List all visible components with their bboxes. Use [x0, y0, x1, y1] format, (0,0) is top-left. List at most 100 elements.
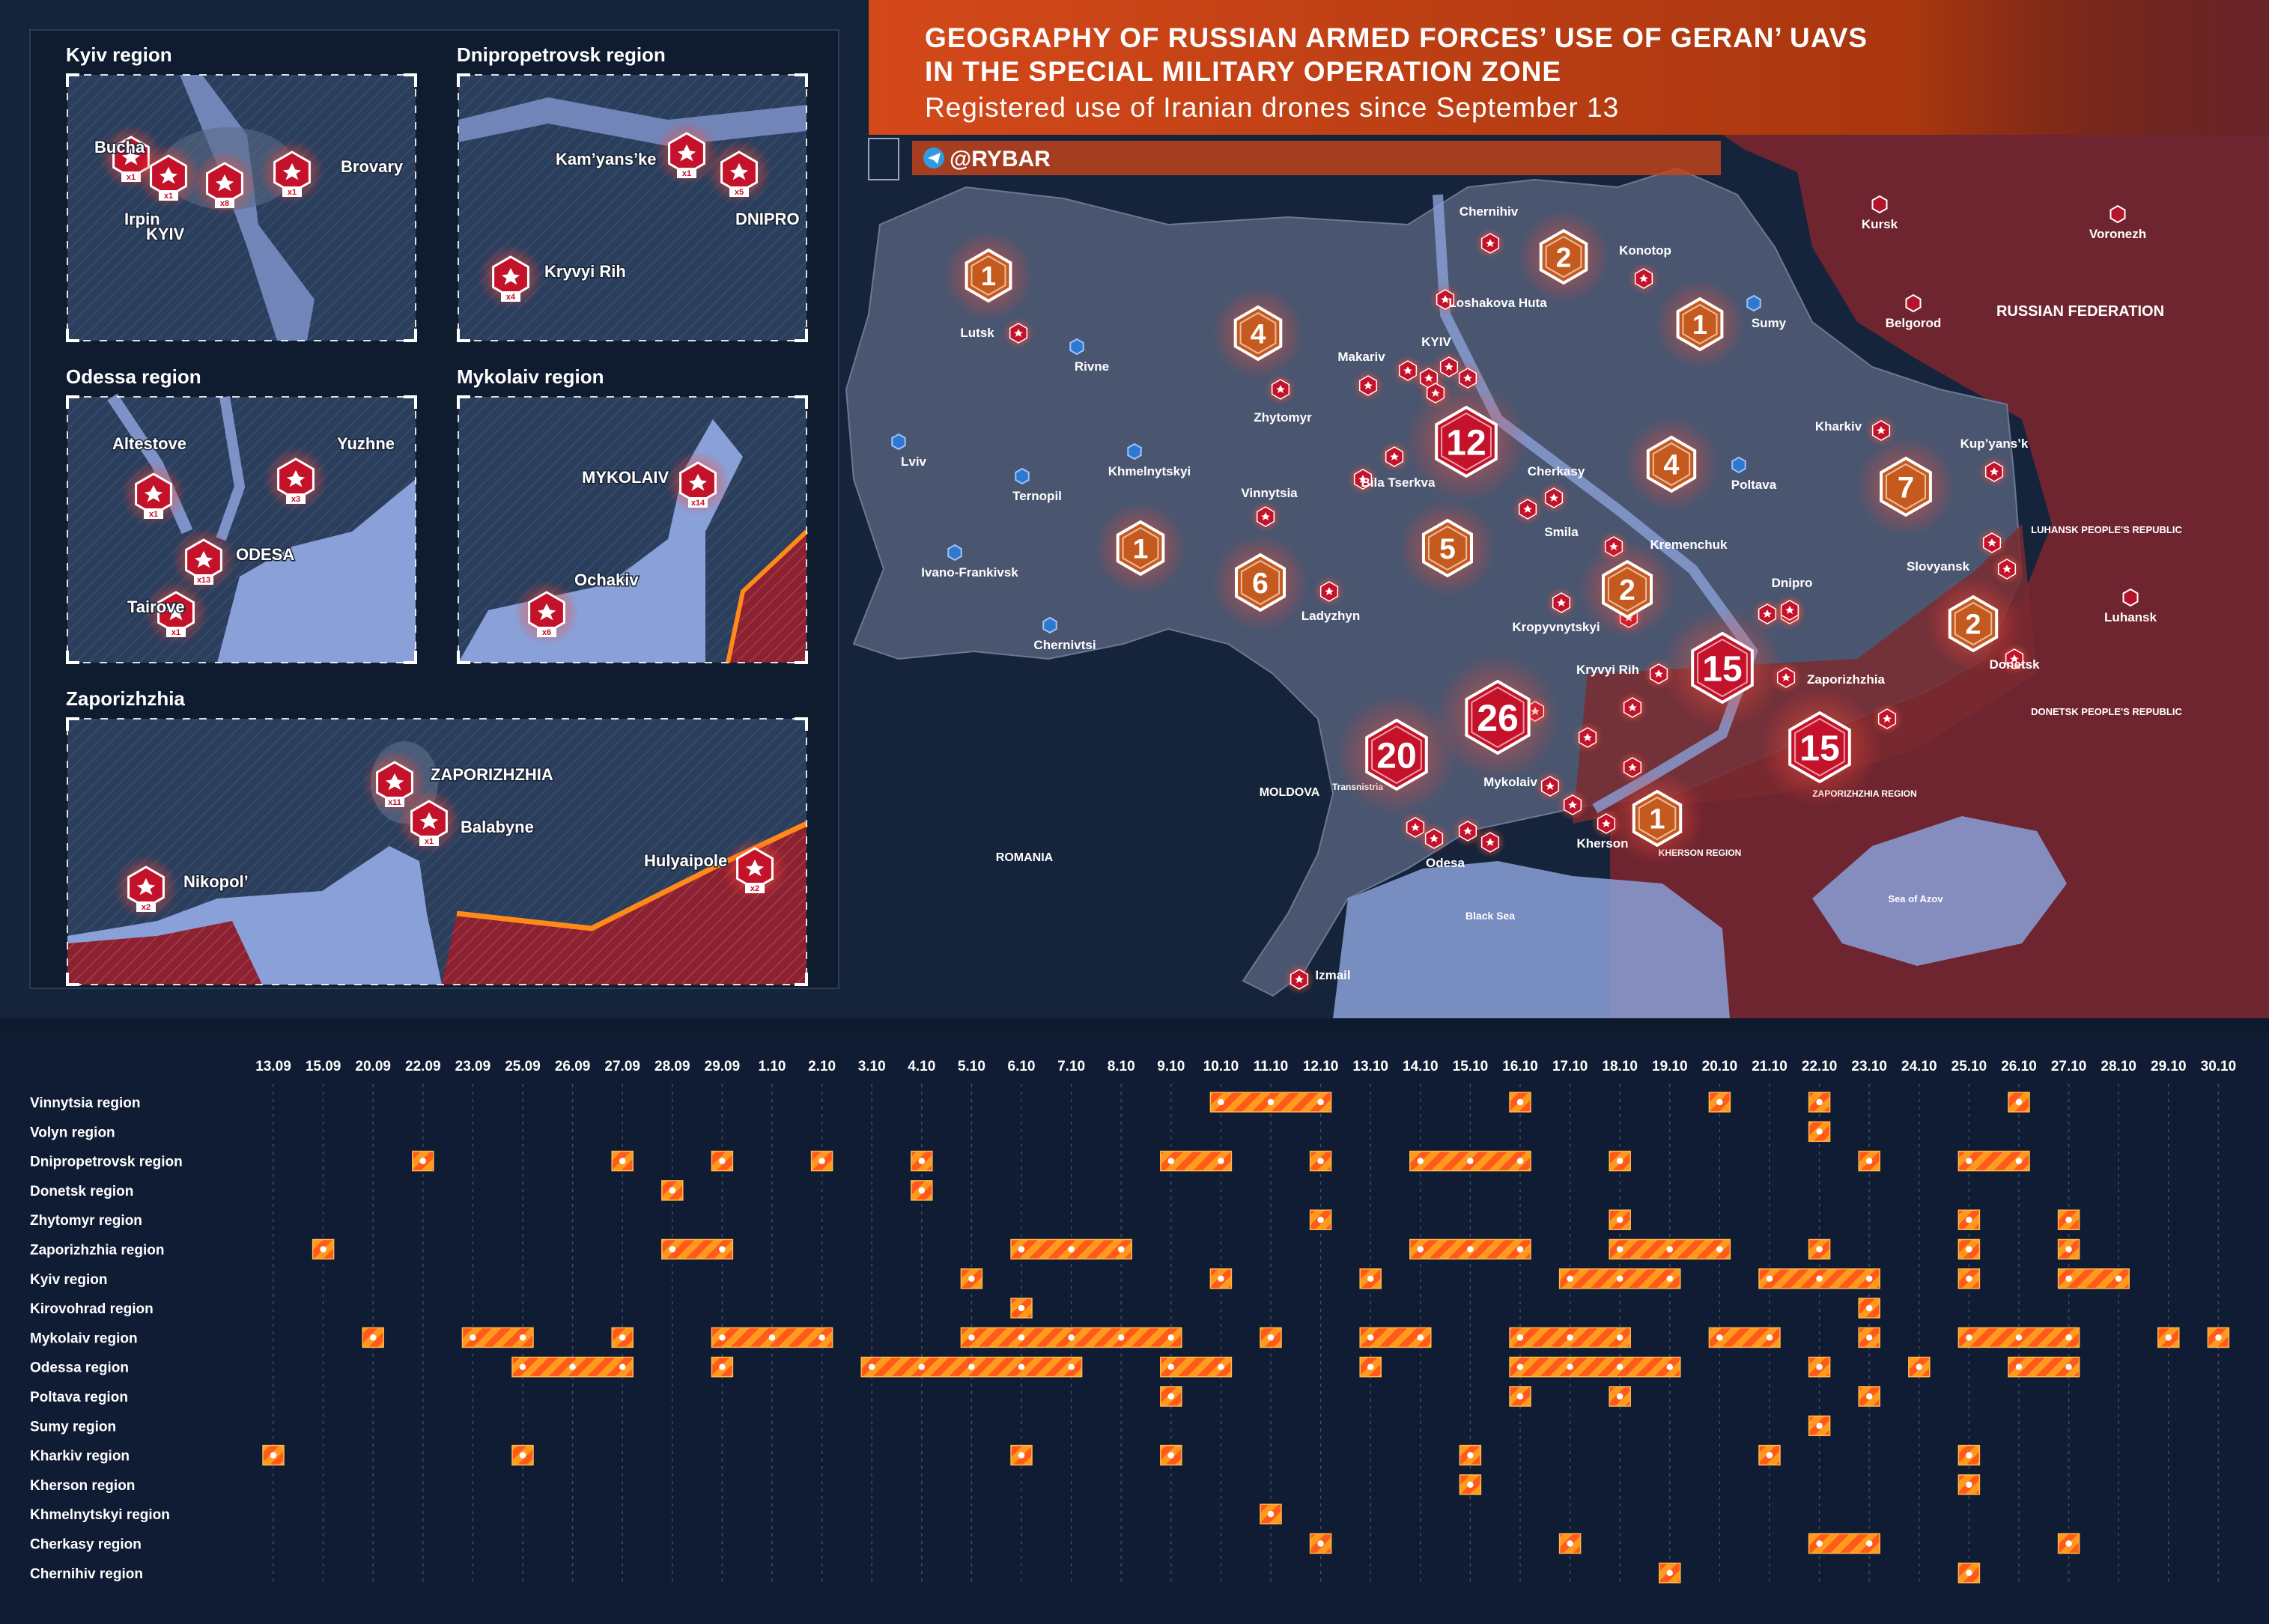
- place-label: Hulyaipole: [644, 851, 727, 870]
- explosion-icon: [1358, 475, 1367, 483]
- city-label: Lviv: [901, 454, 927, 469]
- explosion-icon: [501, 267, 520, 285]
- activity-day-dot: [1018, 1246, 1025, 1253]
- activity-day-dot: [1567, 1540, 1573, 1547]
- region-count: 1: [1133, 533, 1149, 564]
- drone-strike-marker: [1265, 374, 1296, 405]
- place-label: Bucha: [94, 138, 145, 156]
- inset-title: Odessa region: [66, 365, 201, 388]
- inset-map: Dnipropetrovsk region x1 Kam’yans’ke x5 DNIP…: [457, 43, 808, 342]
- city-marker: [1069, 338, 1084, 356]
- activity-day-dot: [1167, 1334, 1175, 1341]
- activity-day-dot: [1666, 1246, 1673, 1253]
- activity-day-dot: [1317, 1217, 1324, 1223]
- drone-strike-marker: [1347, 463, 1379, 495]
- explosion-icon: [1261, 512, 1270, 520]
- drone-strike-marker: [1003, 317, 1034, 349]
- activity-day-dot: [818, 1334, 825, 1341]
- region-strike-count-poltava: 4: [1624, 417, 1719, 511]
- explosion-icon: [286, 469, 306, 487]
- strike-count: x1: [682, 169, 691, 178]
- day-label: 27.10: [2051, 1059, 2087, 1074]
- activity-day-dot: [968, 1334, 975, 1341]
- activity-day-dot: [1617, 1246, 1623, 1253]
- day-label: 19.10: [1652, 1059, 1688, 1074]
- strike-count: x2: [142, 903, 151, 912]
- place-label: Irpin: [124, 210, 160, 228]
- activity-bar: [810, 1150, 833, 1172]
- city-label: Makariv: [1337, 350, 1385, 364]
- day-label: 1.10: [759, 1059, 786, 1074]
- region-count: 5: [1439, 533, 1456, 565]
- activity-day-dot: [1916, 1363, 1922, 1370]
- activity-day-dot: [1516, 1158, 1524, 1164]
- drone-strike-marker: [1534, 770, 1566, 802]
- explosion-icon: [385, 773, 404, 791]
- explosion-icon: [1441, 295, 1450, 303]
- day-label: 20.09: [355, 1059, 391, 1074]
- day-label: 14.10: [1403, 1059, 1439, 1074]
- activity-bar: [1808, 1415, 1831, 1437]
- activity-bar: [1957, 1209, 1981, 1230]
- explosion-icon: [1390, 452, 1399, 460]
- city-label: KYIV: [1421, 335, 1451, 349]
- activity-day-dot: [1966, 1481, 1972, 1488]
- strike-count: x11: [388, 798, 401, 807]
- activity-day-dot: [1367, 1275, 1374, 1283]
- explosion-icon: [1364, 381, 1373, 389]
- activity-bar: [661, 1238, 734, 1260]
- region-count: 7: [1898, 471, 1914, 504]
- activity-bar: [1509, 1386, 1531, 1407]
- activity-day-dot: [1816, 1098, 1823, 1106]
- black-sea: [1333, 861, 1730, 1018]
- activity-bar: [1509, 1356, 1681, 1378]
- explosion-icon: [1430, 834, 1439, 842]
- day-label: 8.10: [1108, 1059, 1135, 1074]
- explosion-icon: [1602, 819, 1611, 827]
- city-label: Vinnytsia: [1241, 486, 1298, 500]
- explosion-icon: [677, 144, 696, 162]
- activity-day-dot: [1218, 1098, 1224, 1106]
- place-label: ODESA: [236, 545, 294, 564]
- activity-day-dot: [1866, 1334, 1873, 1341]
- place-label: Kryvyi Rih: [544, 262, 626, 281]
- drone-strike-marker: [1976, 527, 2008, 559]
- inset-map: Kyiv region x1 Bucha x1 Irpin x8 KYIV x1 Brovary: [66, 43, 417, 342]
- explosion-icon: [1445, 362, 1454, 371]
- activity-bar: [1957, 1444, 1981, 1466]
- timeline-row-label: Donetsk region: [30, 1184, 133, 1199]
- city-label: Cherkasy: [1528, 464, 1585, 478]
- drone-strike-marker: [1538, 482, 1570, 514]
- activity-day-dot: [1666, 1363, 1673, 1370]
- explosion-icon: [1654, 669, 1663, 678]
- activity-bar: [2157, 1327, 2180, 1348]
- drone-strike-marker: [259, 139, 325, 205]
- activity-bar: [1558, 1533, 1582, 1554]
- activity-day-dot: [1966, 1452, 1972, 1459]
- activity-bar: [1957, 1238, 1981, 1260]
- activity-day-dot: [1516, 1363, 1524, 1370]
- explosion-icon: [144, 484, 163, 502]
- activity-bar: [1309, 1209, 1332, 1230]
- activity-day-dot: [619, 1158, 626, 1164]
- drone-strike-marker: [1430, 284, 1461, 315]
- city-marker: [2109, 204, 2126, 224]
- strike-count: x2: [750, 884, 759, 893]
- activity-bar: [1309, 1533, 1332, 1554]
- header: GEOGRAPHY OF RUSSIAN ARMED FORCES’ USE O…: [868, 0, 2269, 180]
- city-label: Dnipro: [1772, 576, 1813, 590]
- region-strike-count-kyiv: 12: [1406, 381, 1527, 502]
- city-label: Kropyvnytskyi: [1512, 620, 1600, 634]
- activity-bar: [1908, 1356, 1931, 1378]
- activity-day-dot: [1467, 1481, 1474, 1488]
- title-line-1: GEOGRAPHY OF RUSSIAN ARMED FORCES’ USE O…: [925, 22, 1868, 53]
- city-label: Zaporizhzhia: [1807, 672, 1885, 687]
- area-label: MOLDOVA: [1260, 786, 1320, 799]
- drone-strike-marker: [1978, 456, 2010, 487]
- activity-bar: [1808, 1533, 1880, 1554]
- activity-day-dot: [619, 1334, 626, 1341]
- city-label: Smila: [1544, 525, 1579, 539]
- place-label: ZAPORIZHZHIA: [431, 765, 553, 784]
- strike-count: x1: [149, 510, 158, 519]
- brand-handle[interactable]: @RYBAR: [950, 147, 1051, 171]
